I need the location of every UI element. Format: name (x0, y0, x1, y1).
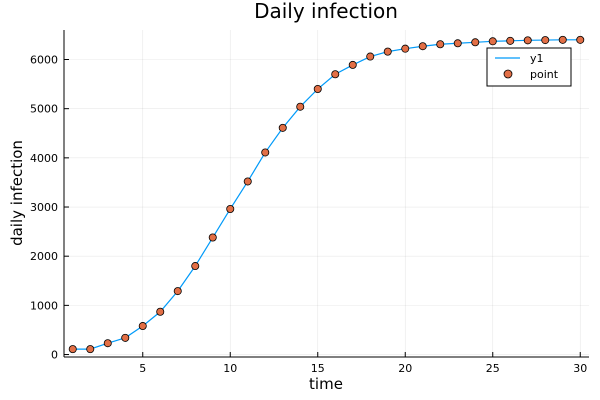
legend-swatch-point (503, 69, 513, 79)
y-tick-label: 5000 (30, 103, 58, 116)
data-point (121, 333, 130, 342)
data-point (138, 322, 147, 331)
data-point (366, 52, 375, 61)
y-tick-label: 2000 (30, 250, 58, 263)
data-point (208, 233, 217, 242)
y-tick-label: 0 (51, 349, 58, 362)
data-point (453, 39, 462, 48)
x-tick-label: 20 (398, 362, 412, 375)
axes (63, 30, 589, 358)
y-tick-label: 4000 (30, 152, 58, 165)
y-tick-label: 1000 (30, 299, 58, 312)
x-tick-label: 10 (223, 362, 237, 375)
legend: y1 point (486, 47, 572, 87)
data-point (348, 60, 357, 69)
data-point (541, 36, 550, 45)
data-point (401, 44, 410, 53)
data-point (488, 37, 497, 46)
data-point (506, 36, 515, 45)
y-tick-label: 3000 (30, 201, 58, 214)
x-tick-label: 25 (486, 362, 500, 375)
data-point (156, 307, 165, 316)
ticks: 5 10 15 20 25 30 0 1000 2000 3000 4000 5000 6000 (30, 54, 587, 375)
x-tick-label: 30 (573, 362, 587, 375)
data-point (173, 287, 182, 296)
legend-box (486, 47, 572, 87)
data-point (558, 35, 567, 44)
legend-label-point: point (530, 68, 559, 81)
data-point (278, 123, 287, 132)
data-point (436, 40, 445, 49)
data-point (243, 177, 252, 186)
data-point (331, 70, 340, 79)
data-point (226, 204, 235, 213)
x-tick-label: 5 (139, 362, 146, 375)
data-point (261, 148, 270, 157)
data-point (191, 262, 200, 271)
y-tick-label: 6000 (30, 54, 58, 67)
data-point (418, 42, 427, 51)
grid (64, 30, 589, 357)
y-axis-label: daily infection (8, 140, 26, 246)
legend-label-y1: y1 (530, 52, 544, 65)
x-tick-label: 15 (311, 362, 325, 375)
data-point (383, 47, 392, 56)
data-point (313, 85, 322, 94)
data-point (523, 36, 532, 45)
data-point (296, 102, 305, 111)
data-point (471, 38, 480, 47)
x-axis-label: time (309, 375, 343, 393)
data-point (576, 35, 585, 44)
data-point (103, 339, 112, 348)
data-point (86, 345, 95, 354)
chart-title: Daily infection (254, 0, 398, 23)
data-point (68, 345, 77, 354)
series-layer (68, 35, 585, 354)
